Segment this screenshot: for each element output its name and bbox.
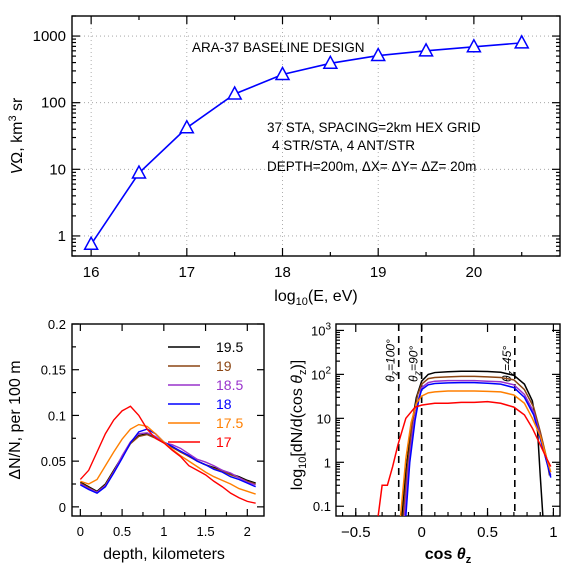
depth-ytick-label: 0.2 bbox=[48, 317, 66, 332]
depth-ytick-label: 0 bbox=[59, 500, 66, 515]
top-point bbox=[513, 34, 530, 49]
costheta-vline-label: θz=90° bbox=[407, 346, 423, 382]
depth-series bbox=[79, 405, 256, 504]
costheta-ytick-label: 1 bbox=[324, 455, 331, 470]
top-xtick-label: 20 bbox=[466, 264, 483, 281]
depth-ytick-label: 0.15 bbox=[41, 363, 66, 378]
top-annotation-3: DEPTH=200m, ΔX= ΔY= ΔZ= 20m bbox=[267, 159, 476, 174]
costheta-ytick-label: 0.1 bbox=[313, 499, 331, 514]
depth-legend-label: 19 bbox=[216, 358, 232, 374]
costheta-vlines: θz=100° θz=90° θz=45° bbox=[384, 324, 516, 516]
costheta-xlabel: cos θz bbox=[425, 546, 472, 566]
top-title: ARA-37 BASELINE DESIGN bbox=[192, 40, 365, 55]
top-ticks: 16 17 18 19 20 1 10 100 1000 bbox=[33, 15, 560, 281]
top-point bbox=[370, 46, 386, 62]
top-ytick-label: 1000 bbox=[33, 28, 66, 45]
costheta-panel: θz=100° θz=90° θz=45° −0.5 0 0.5 1 0.1 1 10 102 10… bbox=[289, 321, 561, 566]
top-ylabel: VΩ, km3 sr bbox=[7, 97, 26, 174]
top-point bbox=[83, 235, 99, 251]
top-xtick-label: 17 bbox=[178, 264, 195, 281]
top-point bbox=[226, 85, 243, 100]
depth-xtick-label: 1 bbox=[160, 524, 167, 539]
costheta-xtick-label: 0.5 bbox=[477, 524, 498, 541]
costheta-ytick-label: 102 bbox=[311, 365, 331, 382]
top-ytick-label: 100 bbox=[41, 95, 66, 112]
depth-legend-label: 19.5 bbox=[216, 339, 243, 355]
depth-series-line bbox=[80, 428, 256, 494]
top-xtick-label: 18 bbox=[274, 264, 291, 281]
top-plot-frame bbox=[71, 15, 561, 257]
top-ytick-label: 10 bbox=[49, 161, 66, 178]
costheta-xtick-label: −0.5 bbox=[341, 524, 371, 541]
depth-legend-label: 17 bbox=[216, 434, 232, 450]
depth-ylabel: ΔN/N, per 100 m bbox=[7, 360, 24, 479]
top-point bbox=[179, 119, 195, 134]
depth-xtick-label: 1.5 bbox=[197, 524, 215, 539]
costheta-series-line bbox=[377, 400, 552, 517]
top-series-line bbox=[90, 42, 522, 245]
top-xtick-label: 16 bbox=[83, 264, 100, 281]
top-ytick-label: 1 bbox=[58, 228, 66, 245]
depth-ytick-label: 0.1 bbox=[48, 408, 66, 423]
depth-ticks: 0 0.5 1 1.5 2 0 0.05 0.1 0.15 0.2 bbox=[41, 317, 264, 539]
top-series bbox=[83, 34, 530, 251]
costheta-series-line bbox=[405, 381, 552, 517]
costheta-ytick-label: 10 bbox=[317, 411, 331, 426]
costheta-ytick-label: 103 bbox=[311, 321, 331, 338]
depth-xtick-label: 2 bbox=[244, 524, 251, 539]
costheta-vline-label: θz=100° bbox=[384, 339, 400, 382]
top-xtick-label: 19 bbox=[370, 264, 387, 281]
top-point bbox=[322, 54, 339, 70]
depth-xlabel: depth, kilometers bbox=[103, 546, 225, 563]
depth-plot-frame bbox=[71, 323, 265, 517]
top-annotation-1: 37 STA, SPACING=2km HEX GRID bbox=[267, 120, 481, 135]
costheta-series-line bbox=[402, 375, 551, 517]
top-point bbox=[466, 38, 482, 53]
depth-panel: 0 0.5 1 1.5 2 0 0.05 0.1 0.15 0.2 19.5 19 18.5 18 17.… bbox=[7, 317, 265, 563]
top-panel: 16 17 18 19 20 1 10 100 1000 ARA-37 BASELINE DES… bbox=[7, 15, 561, 308]
costheta-xtick-label: 0 bbox=[417, 524, 425, 541]
depth-legend-label: 17.5 bbox=[216, 415, 243, 431]
depth-series-line bbox=[79, 405, 256, 504]
depth-legend-label: 18 bbox=[216, 396, 232, 412]
depth-legend-label: 18.5 bbox=[216, 377, 243, 393]
top-annotation-2: 4 STR/STA, 4 ANT/STR bbox=[272, 138, 415, 153]
costheta-ylabel: log10[dN/d(cos θz)] bbox=[289, 360, 309, 491]
top-xlabel: log10(E, eV) bbox=[274, 288, 357, 308]
depth-ytick-label: 0.05 bbox=[41, 454, 66, 469]
top-point bbox=[418, 42, 434, 57]
costheta-xtick-label: 1 bbox=[549, 524, 557, 541]
depth-xtick-label: 0.5 bbox=[113, 524, 131, 539]
depth-xtick-label: 0 bbox=[77, 524, 84, 539]
costheta-ticks: −0.5 0 0.5 1 0.1 1 10 102 103 bbox=[311, 321, 560, 541]
costheta-vline-label: θz=45° bbox=[500, 346, 516, 382]
top-point bbox=[274, 65, 291, 81]
costheta-series-line bbox=[403, 379, 552, 517]
costheta-series bbox=[377, 370, 552, 517]
top-point bbox=[131, 164, 147, 179]
costheta-plot-frame bbox=[335, 323, 561, 517]
depth-legend: 19.5 19 18.5 18 17.5 17 bbox=[168, 339, 243, 450]
costheta-series-line bbox=[399, 390, 552, 517]
